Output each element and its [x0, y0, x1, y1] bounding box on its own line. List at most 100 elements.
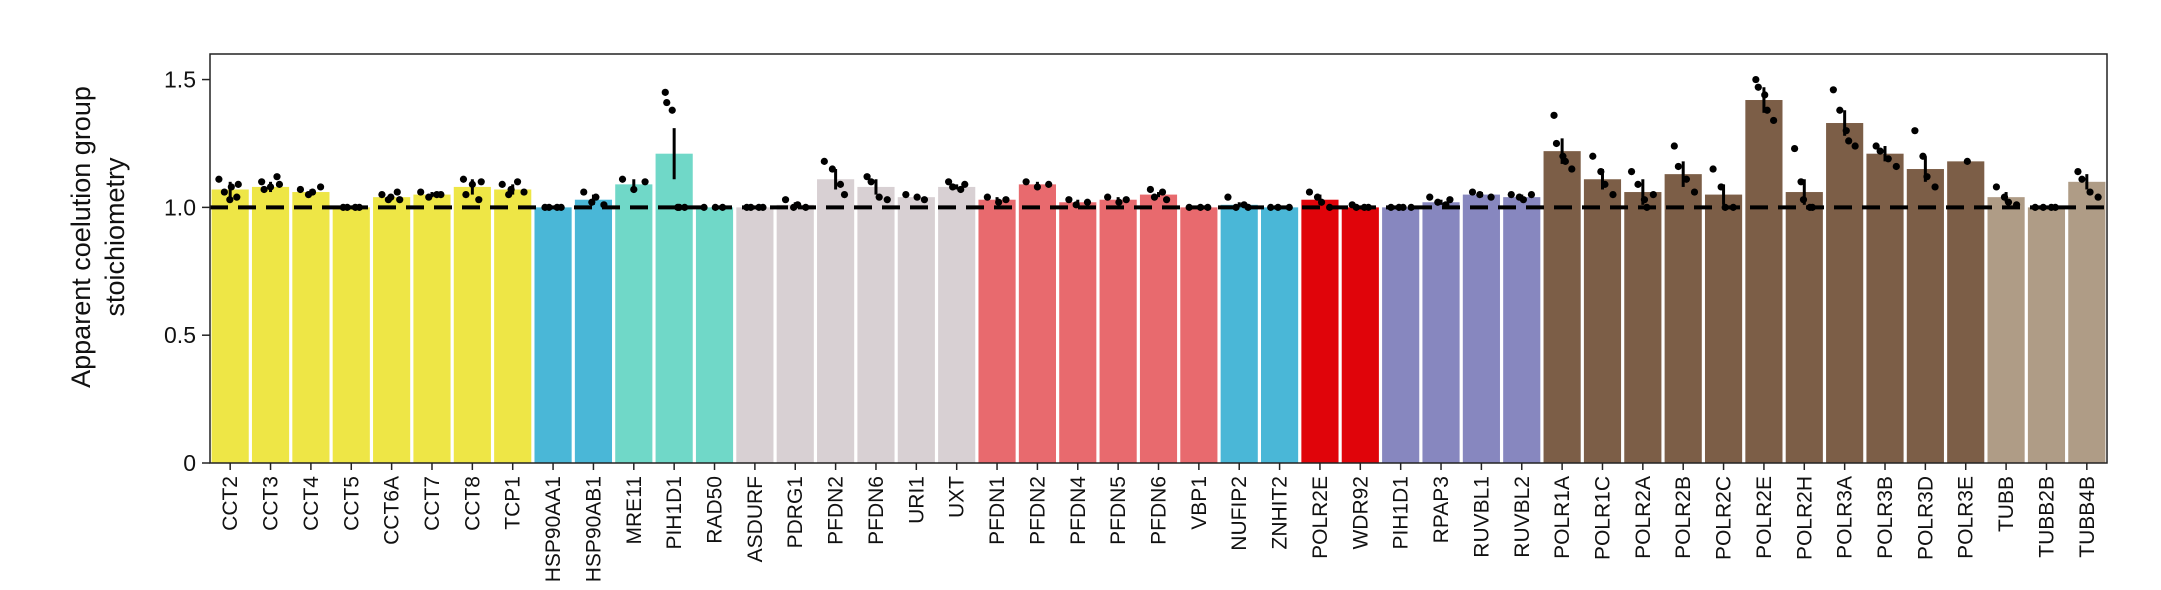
x-tick-label-pfdn4-21: PFDN4 — [1067, 476, 1090, 545]
x-tick-label-polr3e-43: POLR3E — [1955, 476, 1978, 559]
data-point-polr2b-36 — [1674, 162, 1682, 171]
x-tick-label-polr2b-36: POLR2B — [1672, 476, 1695, 559]
data-point-pih1d1-11 — [661, 88, 669, 96]
x-tick-label-ruvbl1-31: RUVBL1 — [1470, 476, 1493, 558]
x-tick-label-pih1d1-11: PIH1D1 — [663, 476, 686, 550]
data-point-polr2e-38 — [1770, 116, 1778, 125]
data-point-polr1c-34 — [1589, 152, 1597, 160]
x-tick-label-rad50-12: RAD50 — [704, 476, 727, 544]
x-tick-label-uxt-18: UXT — [946, 476, 969, 518]
data-point-mre11-10 — [618, 175, 627, 183]
data-point-pfdn4-21 — [1065, 196, 1073, 204]
data-point-tcp1-7 — [513, 178, 522, 186]
bar-pih1d1-29 — [1382, 207, 1420, 464]
data-point-pfdn6-16 — [883, 196, 891, 204]
data-point-cct7-5 — [417, 188, 425, 196]
x-tick-label-polr2e-27: POLR2E — [1309, 476, 1332, 559]
data-point-asdurf-13 — [759, 203, 767, 211]
bar-pfdn2-15 — [817, 179, 855, 463]
x-tick-label-pfdn5-22: PFDN5 — [1107, 476, 1130, 545]
bar-ruvbl2-32 — [1503, 197, 1541, 463]
data-point-pih1d1-11 — [668, 106, 676, 114]
data-point-pfdn1-19 — [1002, 196, 1010, 204]
data-point-pfdn2-20 — [1045, 180, 1053, 188]
bar-polr1a-33 — [1543, 151, 1581, 463]
bar-polr3b-41 — [1866, 153, 1904, 463]
bar-cct8-6 — [453, 186, 491, 464]
data-point-pfdn4-21 — [1083, 198, 1092, 206]
bar-cct4-2 — [292, 192, 330, 464]
data-point-cct2-0 — [233, 193, 241, 201]
bar-vbp1-24 — [1180, 207, 1218, 464]
data-point-cct2-0 — [234, 180, 242, 188]
data-point-pfdn5-22 — [1122, 196, 1130, 204]
data-point-polr1c-34 — [1609, 190, 1617, 199]
x-tick-label-vbp1-24: VBP1 — [1188, 476, 1211, 530]
bar-cct6a-4 — [373, 197, 411, 463]
y-axis: 0 0.5 1.0 1.5 — [164, 67, 210, 476]
y-tick-label-2: 1.0 — [164, 194, 196, 220]
data-point-polr2c-37 — [1709, 165, 1717, 173]
data-point-cct2-0 — [215, 175, 223, 183]
x-tick-label-cct7-5: CCT7 — [421, 476, 444, 531]
data-point-tubb4b-46 — [2086, 188, 2094, 196]
bar-polr1c-34 — [1583, 179, 1622, 463]
data-point-polr2a-35 — [1627, 167, 1636, 176]
x-tick-label-mre11-10: MRE11 — [623, 476, 646, 544]
data-point-polr2e-38 — [1754, 83, 1762, 91]
data-point-polr3a-40 — [1829, 86, 1837, 94]
data-point-polr3b-41 — [1892, 162, 1900, 171]
bar-pfdn6-16 — [857, 186, 895, 464]
x-tick-label-pfdn6-23: PFDN6 — [1148, 476, 1171, 545]
x-axis: CCT2 CCT3 CCT4 CCT5 CCT6A CCT7 CCT8 TCP1 HSP90AA… — [219, 463, 2099, 582]
data-point-polr2a-35 — [1649, 190, 1657, 199]
data-point-polr1a-33 — [1550, 111, 1558, 119]
data-point-pfdn2-15 — [836, 180, 845, 188]
bar-polr2b-36 — [1664, 174, 1702, 463]
data-point-znhit2-26 — [1267, 203, 1275, 211]
x-tick-label-cct5-3: CCT5 — [340, 476, 363, 531]
bar-cct3-1 — [251, 186, 290, 464]
bar-pfdn2-20 — [1018, 184, 1056, 463]
bar-rpap3-30 — [1422, 202, 1460, 463]
bar-polr3d-42 — [1906, 169, 1944, 463]
bar-pfdn6-23 — [1139, 194, 1178, 463]
x-tick-label-cct8-6: CCT8 — [461, 476, 484, 531]
x-tick-label-pih1d1-29: PIH1D1 — [1390, 476, 1413, 550]
bar-pfdn4-21 — [1059, 202, 1097, 463]
y-axis-title: Apparent coelution group stoichiometry — [66, 86, 130, 388]
data-point-polr3e-43 — [1963, 157, 1971, 165]
bar-polr2h-39 — [1785, 192, 1823, 464]
data-point-tubb2b-45 — [2051, 203, 2059, 211]
bar-tubb2b-45 — [2027, 207, 2066, 464]
data-point-nufip2-25 — [1224, 193, 1232, 201]
data-point-pfdn6-16 — [875, 193, 883, 201]
data-point-polr3d-42 — [1931, 183, 1939, 191]
data-point-ruvbl2-32 — [1507, 190, 1515, 199]
x-tick-label-polr3a-40: POLR3A — [1834, 476, 1857, 559]
bar-polr2a-35 — [1624, 192, 1662, 464]
data-point-polr2b-36 — [1690, 188, 1699, 196]
data-point-cct8-6 — [477, 178, 485, 186]
data-point-cct4-2 — [296, 185, 305, 194]
data-point-cct2-0 — [226, 196, 234, 204]
y-tick-label-3: 1.5 — [164, 67, 196, 93]
x-tick-label-polr1c-34: POLR1C — [1591, 476, 1614, 560]
data-point-pdrg1-14 — [781, 196, 790, 204]
data-point-cct7-5 — [437, 190, 445, 199]
data-point-pfdn2-15 — [840, 190, 849, 199]
data-point-cct5-3 — [343, 203, 351, 211]
data-point-cct4-2 — [316, 183, 325, 191]
y-axis-title-line-2: stoichiometry — [100, 157, 130, 317]
data-point-cct3-1 — [260, 185, 268, 194]
bar-asdurf-13 — [736, 207, 774, 464]
data-point-cct2-0 — [220, 188, 228, 196]
bar-pfdn1-19 — [978, 199, 1016, 463]
data-point-pfdn6-16 — [863, 173, 871, 181]
y-axis-title-line-1: Apparent coelution group — [66, 86, 96, 388]
data-point-pfdn2-20 — [1022, 178, 1030, 186]
bar-nufip2-25 — [1220, 204, 1258, 463]
data-point-uri1-17 — [902, 190, 910, 199]
data-point-rpap3-30 — [1446, 196, 1454, 204]
x-tick-label-pfdn2-15: PFDN2 — [825, 476, 848, 545]
